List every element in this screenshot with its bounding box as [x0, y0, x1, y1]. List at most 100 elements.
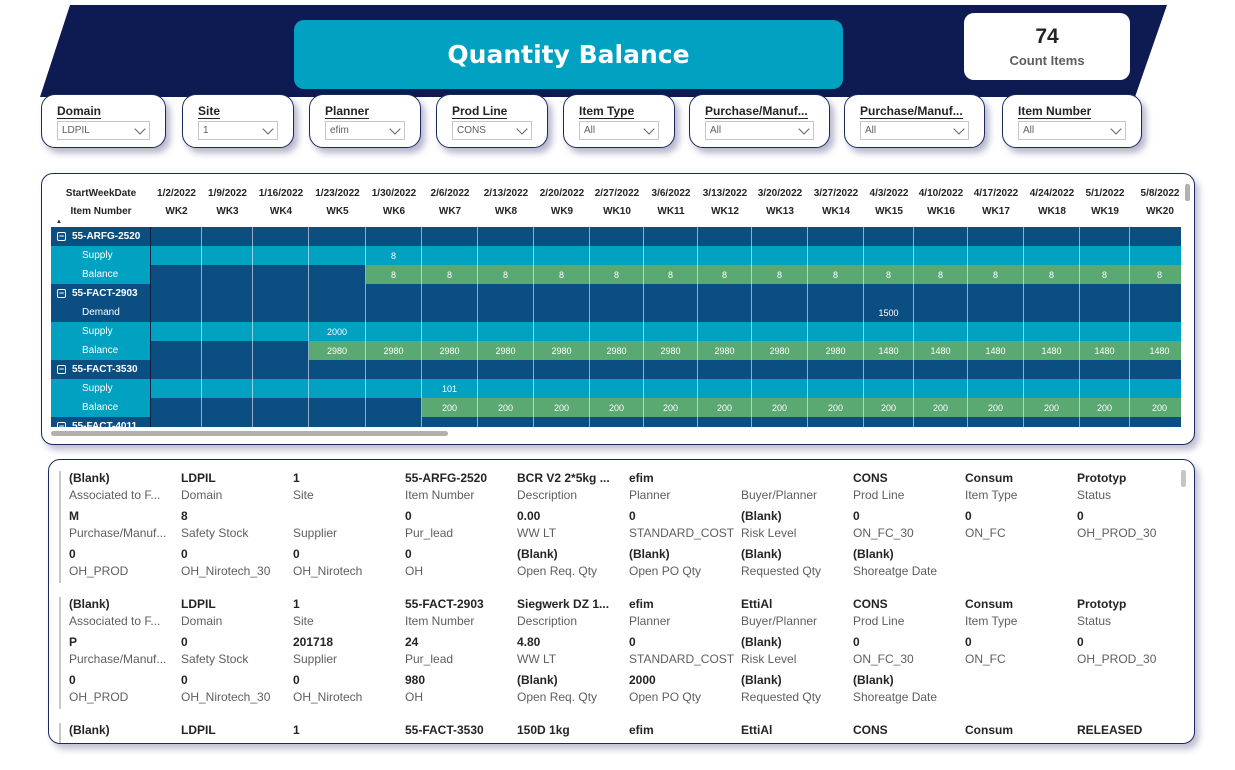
item-type-dropdown[interactable]: All	[579, 121, 659, 140]
planner-dropdown[interactable]: efim	[325, 121, 405, 140]
matrix-cell	[253, 284, 309, 303]
row-label-text: Demand	[82, 307, 120, 318]
matrix-cell: 8	[808, 265, 864, 284]
record-field: LDPIL	[181, 723, 289, 743]
matrix-cell	[366, 303, 422, 322]
matrix-cell	[202, 417, 253, 427]
matrix-cell	[698, 246, 752, 265]
quantity-matrix: StartWeekDate Item Number ▲ 1/2/2022 WK2 1…	[41, 173, 1195, 445]
vertical-scroll-thumb[interactable]	[1185, 184, 1190, 201]
header-item-number[interactable]: Item Number	[70, 206, 132, 217]
matrix-cell	[698, 360, 752, 379]
collapse-icon[interactable]: −	[57, 364, 66, 374]
record-field: LDPIL Domain	[181, 597, 289, 629]
field-label	[517, 740, 625, 743]
matrix-cell	[752, 227, 808, 246]
measure-label: Demand	[51, 303, 151, 322]
matrix-cell	[151, 417, 202, 427]
record-field: 0 OH	[405, 547, 513, 579]
matrix-cell	[1080, 246, 1130, 265]
matrix-cell: 8	[914, 265, 968, 284]
site-dropdown[interactable]: 1	[198, 121, 278, 140]
record-field: 0 OH_PROD	[69, 673, 177, 705]
sort-ascending-icon[interactable]: ▲	[56, 219, 62, 225]
field-value: 150D 1kg	[517, 723, 570, 737]
field-value: 0	[181, 547, 188, 561]
field-label: Prod Line	[853, 614, 905, 628]
slicer-title: Purchase/Manuf...	[705, 104, 808, 118]
row-label-text: 55-FACT-2903	[72, 288, 138, 299]
matrix-cell: 2980	[698, 341, 752, 360]
record-field: 0 Pur_lead	[405, 509, 513, 541]
horizontal-scroll-thumb[interactable]	[51, 431, 448, 436]
prod-line-dropdown[interactable]: CONS	[452, 121, 532, 140]
field-label: Associated to F...	[69, 614, 161, 628]
matrix-cell	[422, 227, 478, 246]
field-label: Open PO Qty	[629, 564, 702, 578]
column-date: 1/23/2022	[315, 188, 360, 199]
field-label: ON_FC_30	[853, 526, 914, 540]
matrix-cell: 8	[968, 265, 1024, 284]
slicer-title: Prod Line	[452, 104, 508, 118]
row-label-text: Supply	[82, 250, 113, 261]
item-number-label: −55-FACT-2903	[51, 284, 151, 303]
field-label: Purchase/Manuf...	[69, 652, 167, 666]
field-label: Prod Line	[853, 488, 905, 502]
field-value: 8	[181, 509, 188, 523]
column-week: WK20	[1146, 206, 1174, 217]
item-number-dropdown[interactable]: All	[1018, 121, 1126, 140]
row-label-text: Balance	[82, 402, 119, 413]
vertical-scroll-thumb[interactable]	[1181, 470, 1186, 487]
matrix-cell	[422, 417, 478, 427]
matrix-group-row[interactable]: −55-ARFG-2520	[51, 227, 1181, 246]
field-label: ON_FC	[965, 652, 1006, 666]
matrix-cell	[253, 398, 309, 417]
record-field: 0 OH_PROD_30	[1077, 635, 1185, 667]
domain-dropdown[interactable]: LDPIL	[57, 121, 150, 140]
field-label: Planner	[629, 614, 671, 628]
matrix-cell	[202, 341, 253, 360]
matrix-cell	[752, 284, 808, 303]
field-value: 55-FACT-3530	[405, 723, 484, 737]
collapse-icon[interactable]: −	[57, 231, 66, 241]
matrix-cell	[534, 379, 590, 398]
matrix-group-row[interactable]: −55-FACT-2903	[51, 284, 1181, 303]
column-week: WK14	[822, 206, 850, 217]
record-field: M Purchase/Manuf...	[69, 509, 177, 541]
matrix-cell: 200	[968, 398, 1024, 417]
collapse-icon[interactable]: −	[57, 288, 66, 298]
matrix-cell	[202, 322, 253, 341]
matrix-cell	[151, 284, 202, 303]
field-label: Purchase/Manuf...	[69, 526, 167, 540]
field-value: 1	[293, 597, 300, 611]
field-label: ON_FC	[965, 526, 1006, 540]
field-value: 55-ARFG-2520	[405, 471, 488, 485]
purchase-manuf-dropdown-2[interactable]: All	[860, 121, 969, 140]
matrix-cell	[864, 227, 914, 246]
matrix-cell	[309, 246, 366, 265]
column-date: 5/8/2022	[1140, 188, 1180, 199]
matrix-cell: 200	[422, 398, 478, 417]
field-value: 0	[629, 509, 636, 523]
record-field: efim Planner	[629, 597, 737, 629]
record-field: (Blank) Requested Qty	[741, 547, 849, 579]
field-label: Item Number	[405, 614, 475, 628]
matrix-cell	[1080, 417, 1130, 427]
horizontal-scrollbar[interactable]	[51, 430, 1179, 437]
matrix-group-row[interactable]: − 55-FACT-4011	[51, 417, 1181, 427]
purchase-manuf-dropdown-1[interactable]: All	[705, 121, 814, 140]
matrix-group-row[interactable]: −55-FACT-3530	[51, 360, 1181, 379]
item-record: (Blank) Associated to F... LDPIL Domain 1 Sit…	[59, 597, 1169, 709]
field-label: OH_PROD	[69, 564, 129, 578]
measure-label: Balance	[51, 265, 151, 284]
field-label: Open Req. Qty	[517, 690, 598, 704]
column-date: 5/1/2022	[1085, 188, 1125, 199]
collapse-icon[interactable]: −	[57, 422, 66, 427]
field-label: OH_Nirotech_30	[181, 690, 271, 704]
matrix-cell: 8	[366, 246, 422, 265]
matrix-cell	[698, 303, 752, 322]
slicer-item-type: Item Type All	[563, 94, 675, 148]
dropdown-value: All	[1023, 125, 1035, 136]
field-value: 2000	[629, 673, 656, 687]
matrix-cell	[1130, 360, 1181, 379]
